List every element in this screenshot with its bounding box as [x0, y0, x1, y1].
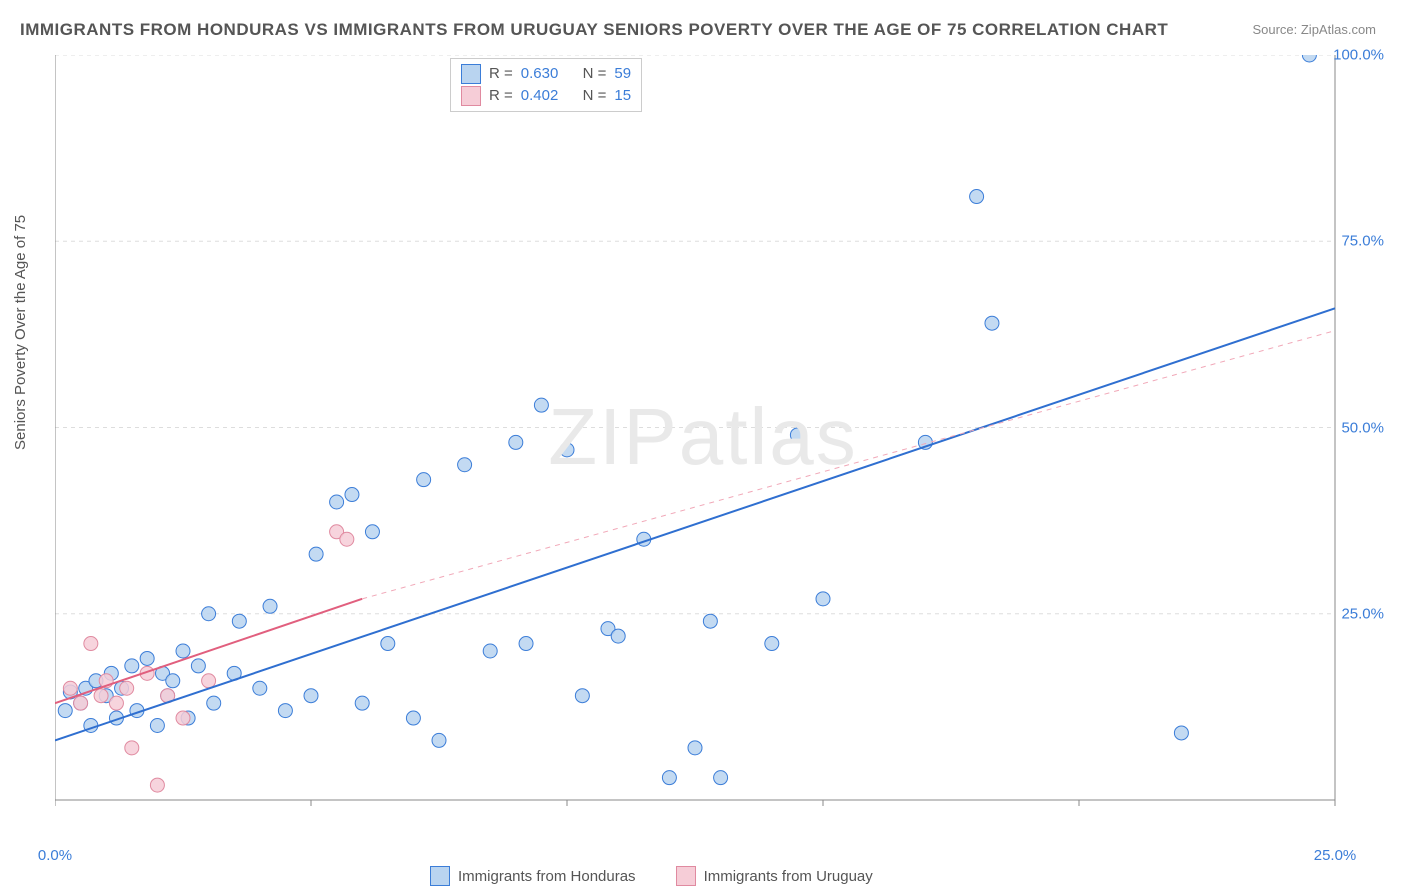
legend-series-item: Immigrants from Honduras [430, 866, 636, 886]
legend-stat-row: R = 0.630 N = 59 [461, 63, 631, 85]
legend-stats: R = 0.630 N = 59 R = 0.402 N = 15 [450, 58, 642, 112]
y-tick-label: 100.0% [1333, 47, 1384, 64]
y-tick-label: 50.0% [1341, 419, 1384, 436]
y-tick-label: 25.0% [1341, 605, 1384, 622]
legend-series: Immigrants from Honduras Immigrants from … [430, 866, 873, 886]
y-tick-label: 75.0% [1341, 233, 1384, 250]
scatter-chart [55, 55, 1375, 830]
x-tick-label: 25.0% [1314, 847, 1357, 864]
x-tick-label: 0.0% [38, 847, 72, 864]
chart-title: IMMIGRANTS FROM HONDURAS VS IMMIGRANTS F… [20, 20, 1168, 40]
legend-stat-row: R = 0.402 N = 15 [461, 85, 631, 107]
y-axis-label: Seniors Poverty Over the Age of 75 [12, 215, 29, 450]
source-label: Source: ZipAtlas.com [1252, 22, 1376, 37]
legend-series-item: Immigrants from Uruguay [676, 866, 873, 886]
